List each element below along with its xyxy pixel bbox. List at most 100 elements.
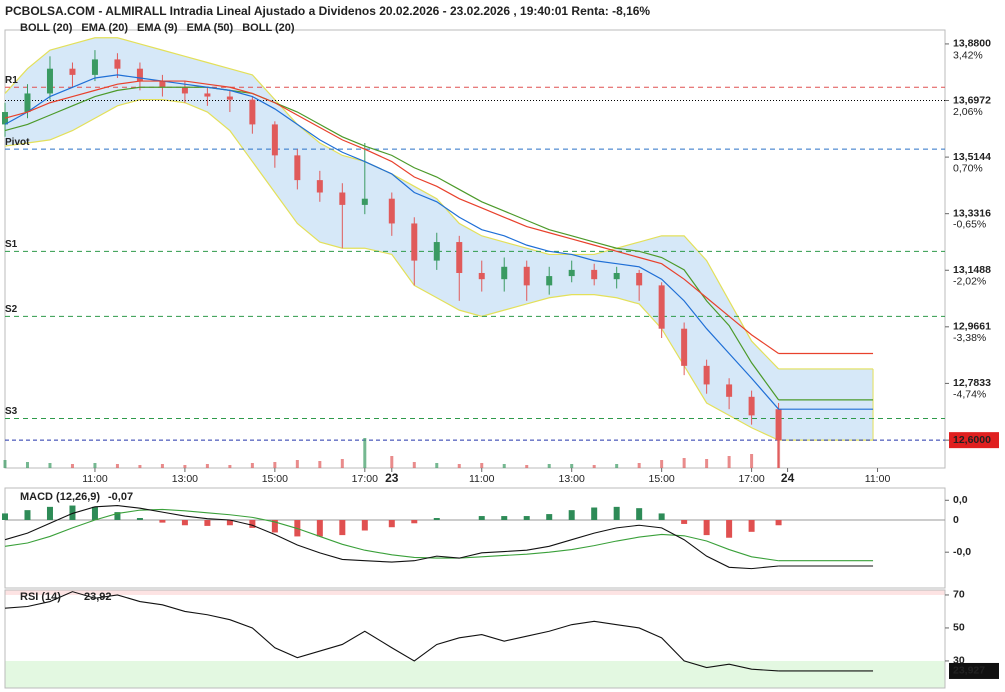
candle-body <box>361 198 368 205</box>
macd-histogram-bar <box>726 519 733 538</box>
plot-frame <box>4 487 946 589</box>
x-tick-label: 23 <box>385 471 399 485</box>
x-tick-label: 11:00 <box>865 473 891 485</box>
candle-body <box>249 99 256 125</box>
legend-entry: EMA (50) <box>187 22 234 34</box>
candle-body <box>204 93 211 97</box>
volume-bar <box>205 464 209 468</box>
volume-bar <box>93 463 97 468</box>
pivot-label: S2 <box>5 304 18 315</box>
candle-body <box>114 59 121 69</box>
candle-body <box>501 266 508 280</box>
volume-bar <box>682 458 686 468</box>
macd-histogram-bar <box>136 518 143 520</box>
candle-body <box>316 180 323 193</box>
pct-tick-label: 0,70% <box>953 163 983 175</box>
macd-histogram-bar <box>388 519 395 528</box>
candle-body <box>478 272 485 280</box>
macd-histogram-bar <box>591 507 598 520</box>
volume-bar <box>363 438 367 468</box>
x-tick-label: 24 <box>781 471 795 485</box>
macd-histogram-bar <box>69 505 76 520</box>
macd-histogram-bar <box>316 519 323 537</box>
y-tick-label: 13,1488 <box>953 264 991 276</box>
candle-body <box>748 396 755 416</box>
legend-entry: BOLL (20) <box>20 22 73 34</box>
volume-bar <box>160 464 164 468</box>
pivot-label: R1 <box>5 75 18 86</box>
ema-line <box>4 86 780 401</box>
macd-histogram-bar <box>271 519 278 533</box>
volume-bar <box>3 460 7 468</box>
macd-line <box>4 504 779 570</box>
macd-histogram-bar <box>339 519 346 536</box>
x-tick-label: 13:00 <box>559 473 585 485</box>
y-tick-label: 30 <box>953 655 965 667</box>
macd-histogram-bar <box>159 519 166 523</box>
candle-body <box>456 242 463 273</box>
pct-tick-label: -3,38% <box>953 332 986 344</box>
signal-line <box>4 508 779 562</box>
y-tick-label: 13,6972 <box>953 94 991 106</box>
volume-bar <box>25 462 29 468</box>
ema-line <box>4 74 780 410</box>
volume-bar <box>525 465 529 468</box>
candle-body <box>681 328 688 366</box>
volume-bar <box>70 464 74 468</box>
macd-histogram-bar <box>658 513 665 520</box>
volume-bar <box>138 465 142 468</box>
y-tick-label: 0,0 <box>953 494 968 506</box>
volume-bar <box>457 464 461 468</box>
macd-histogram-bar <box>523 516 530 520</box>
candle-body <box>433 242 440 261</box>
panel-title: RSI (14) <box>20 591 61 603</box>
candle-body <box>294 155 301 181</box>
overbought-zone <box>5 590 945 595</box>
candle-body <box>271 124 278 156</box>
macd-histogram-bar <box>478 516 485 520</box>
volume-bar <box>273 462 277 468</box>
y-tick-label: 13,8800 <box>953 38 991 50</box>
candle-body <box>136 68 143 82</box>
volume-bar <box>295 460 299 468</box>
candle-body <box>658 285 665 329</box>
candle-body <box>546 276 553 286</box>
macd-histogram-bar <box>249 519 256 528</box>
candle-body <box>523 266 530 286</box>
macd-histogram-bar <box>226 519 233 526</box>
candle-body <box>69 68 76 75</box>
volume-bar <box>727 456 731 468</box>
macd-histogram-bar <box>636 508 643 520</box>
pct-tick-label: 3,42% <box>953 50 983 62</box>
candle-body <box>388 198 395 224</box>
volume-bar <box>570 464 574 468</box>
rsi-line <box>4 591 779 672</box>
plot-frame <box>4 589 946 689</box>
volume-bar <box>502 464 506 468</box>
macd-histogram-bar <box>546 514 553 520</box>
current-price-label: 12,6000 <box>953 434 991 446</box>
y-tick-label: -0,0 <box>953 546 971 558</box>
macd-histogram-bar <box>613 506 620 520</box>
candle-body <box>411 223 418 261</box>
macd-histogram-bar <box>703 519 710 536</box>
volume-bar <box>250 463 254 468</box>
panel-value: 23,92 <box>84 591 112 603</box>
legend-entry: EMA (20) <box>81 22 128 34</box>
candle-body <box>703 365 710 385</box>
volume-bar <box>228 465 232 468</box>
macd-histogram-bar <box>361 519 368 531</box>
candle-body <box>568 269 575 277</box>
macd-histogram-bar <box>681 519 688 524</box>
y-tick-label: 13,3316 <box>953 207 991 219</box>
y-tick-label: 50 <box>953 622 965 634</box>
macd-histogram-bar <box>411 519 418 524</box>
y-tick-label: 13,5144 <box>953 151 991 163</box>
x-tick-label: 11:00 <box>469 473 495 485</box>
x-tick-label: 17:00 <box>352 473 378 485</box>
macd-histogram-bar <box>501 516 508 520</box>
legend-entry: EMA (9) <box>137 22 178 34</box>
x-tick-label: 15:00 <box>649 473 675 485</box>
pivot-label: S3 <box>5 406 18 417</box>
